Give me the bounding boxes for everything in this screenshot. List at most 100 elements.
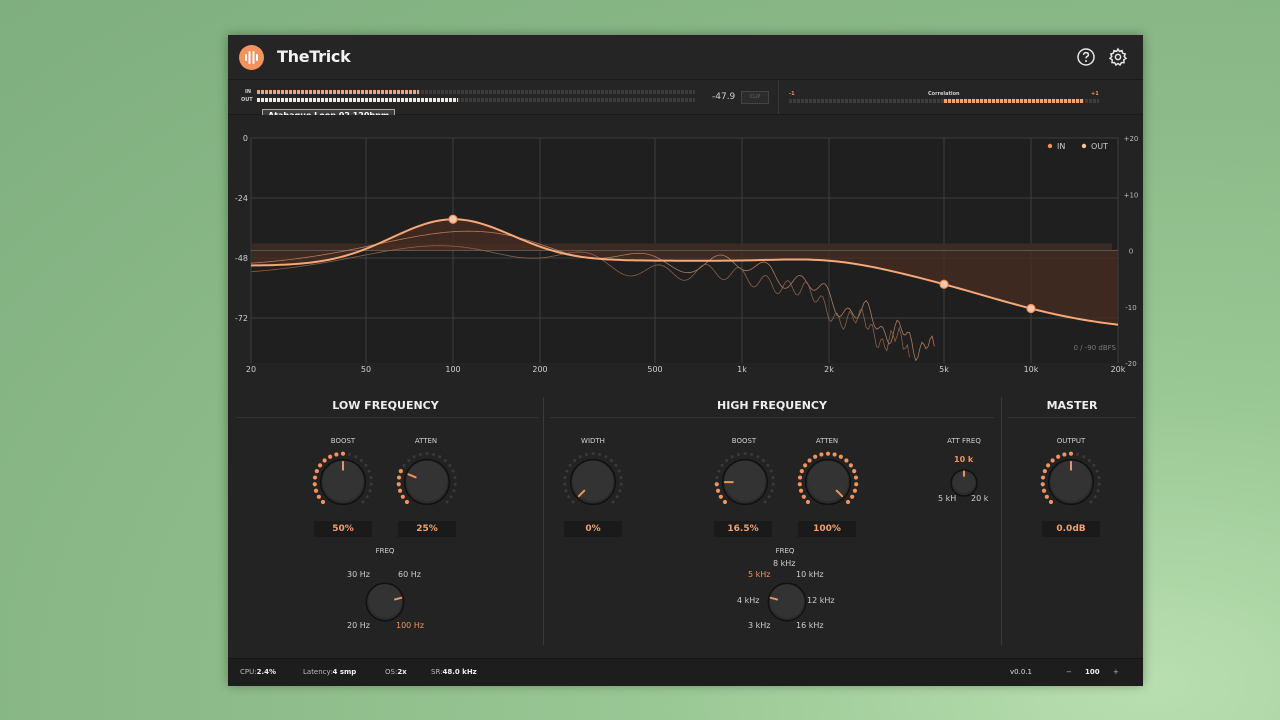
settings-button[interactable] <box>1108 47 1128 67</box>
high-freq-option-3k[interactable]: 3 kHz <box>748 621 771 630</box>
high-freq-option-4k[interactable]: 4 kHz <box>737 596 760 605</box>
knob-tick-off <box>412 455 416 459</box>
sr-label: SR: <box>431 668 443 676</box>
knob-tick-off <box>619 482 623 486</box>
knob-tick-off <box>761 458 765 462</box>
knob-tick-off <box>565 469 569 473</box>
knob-tick-on <box>797 482 802 487</box>
knob-tick-off <box>573 458 577 462</box>
knob-face <box>724 460 766 502</box>
legend-in-dot <box>1047 143 1053 149</box>
low-freq-option-20[interactable]: 20 Hz <box>347 621 370 630</box>
knob-tick-on <box>805 499 811 505</box>
high-atten-label: ATTEN <box>815 437 839 445</box>
in-meter-label: IN <box>245 89 252 95</box>
low-freq-selector-knob[interactable] <box>359 576 411 632</box>
high-width-value[interactable]: 0% <box>564 521 622 537</box>
out-meter-track <box>257 98 695 102</box>
knob-tick-on <box>1048 499 1054 505</box>
knob-tick-on <box>1068 451 1074 456</box>
legend-out-label: OUT <box>1091 142 1108 151</box>
knob-graphic <box>797 451 859 506</box>
knob-tick-on <box>848 463 854 468</box>
knob-tick-off <box>611 500 615 504</box>
knob-tick-off <box>453 482 457 486</box>
knob-graphic <box>1040 451 1101 506</box>
gain-tick-label: -10 <box>1125 304 1136 312</box>
knob-tick-on <box>852 488 858 493</box>
gain-tick-label: +10 <box>1124 191 1139 199</box>
high-width-knob[interactable] <box>562 451 624 517</box>
low-boost-knob[interactable] <box>312 451 374 517</box>
latency-label: Latency: <box>303 668 333 676</box>
knob-graphic <box>950 469 978 497</box>
high-atten-knob[interactable] <box>797 451 859 517</box>
eq-graph-canvas[interactable]: 20 50 100 200 500 1k 2k 5k 10k 20k 0 -24 -48 -72 +20 +1… <box>228 115 1143 385</box>
high-freq-option-16k[interactable]: 16 kHz <box>796 621 824 630</box>
high-freq-option-8k[interactable]: 8 kHz <box>773 559 796 568</box>
freq-tick-label: 50 <box>361 365 371 374</box>
freq-tick-label: 2k <box>824 365 834 374</box>
master-output-value[interactable]: 0.0dB <box>1042 521 1100 537</box>
knob-tick-off <box>604 455 608 459</box>
knob-face <box>770 584 804 618</box>
clip-indicator[interactable]: CLIP <box>741 91 769 104</box>
os-label: OS: <box>385 668 398 676</box>
high-attfreq-label: ATT FREQ <box>947 437 981 445</box>
low-freq-option-60[interactable]: 60 Hz <box>398 570 421 579</box>
latency-value: 4 smp <box>332 668 357 676</box>
low-atten-value[interactable]: 25% <box>398 521 456 537</box>
sr-value: 48.0 kHz <box>442 668 477 676</box>
high-freq-option-5k[interactable]: 5 kHz <box>748 570 771 579</box>
knob-graphic <box>312 451 373 506</box>
knob-tick-on <box>398 469 403 474</box>
high-atten-value[interactable]: 100% <box>798 521 856 537</box>
knob-tick-off <box>568 463 572 467</box>
correlation-max-label: +1 <box>1091 91 1099 97</box>
cpu-value: 2.4% <box>256 668 277 676</box>
knob-face <box>1050 460 1092 502</box>
header-bar: TheTrick <box>228 35 1143 79</box>
db-tick-label: -48 <box>235 254 248 263</box>
knob-tick-on <box>312 482 317 487</box>
knob-tick-off <box>1095 469 1099 473</box>
legend-in-label: IN <box>1057 142 1065 151</box>
knob-tick-off <box>614 463 618 467</box>
knob-tick-off <box>750 452 754 456</box>
knob-tick-off <box>770 489 774 493</box>
latency-readout: Latency:4 smp <box>303 668 356 676</box>
high-freq-selector-knob[interactable] <box>761 576 813 632</box>
master-output-knob[interactable] <box>1040 451 1102 517</box>
correlation-label: Correlation <box>928 91 960 97</box>
low-atten-knob[interactable] <box>396 451 458 517</box>
knob-tick-off <box>1087 458 1091 462</box>
low-freq-option-30[interactable]: 30 Hz <box>347 570 370 579</box>
knob-tick-on <box>845 499 851 505</box>
high-attfreq-value: 10 k <box>954 455 974 464</box>
knob-graphic <box>396 452 457 506</box>
knob-tick-on <box>798 488 804 493</box>
knob-tick-off <box>578 455 582 459</box>
zoom-in-button[interactable]: + <box>1113 668 1119 676</box>
high-attfreq-knob[interactable] <box>946 465 982 505</box>
freq-tick-label: 200 <box>532 365 547 374</box>
knob-tick-on <box>718 494 723 499</box>
knob-tick-on <box>397 488 403 493</box>
freq-tick-label: 500 <box>647 365 662 374</box>
knob-tick-on <box>312 475 318 480</box>
knob-tick-off <box>767 495 771 499</box>
eq-graph[interactable]: 20 50 100 200 500 1k 2k 5k 10k 20k 0 -24 -48 -72 +20 +1… <box>228 115 1143 385</box>
high-freq-option-12k[interactable]: 12 kHz <box>807 596 835 605</box>
zoom-out-button[interactable]: − <box>1066 668 1072 676</box>
high-boost-value[interactable]: 16.5% <box>714 521 772 537</box>
samplerate-readout: SR:48.0 kHz <box>431 668 477 676</box>
knob-tick-off <box>766 463 770 467</box>
low-boost-value[interactable]: 50% <box>314 521 372 537</box>
knob-pointer <box>835 489 844 498</box>
low-freq-option-100[interactable]: 100 Hz <box>396 621 425 630</box>
high-freq-option-10k[interactable]: 10 kHz <box>796 570 824 579</box>
help-button[interactable] <box>1076 47 1096 67</box>
high-boost-knob[interactable] <box>714 451 776 517</box>
freq-tick-label: 20k <box>1111 365 1126 374</box>
knob-face <box>406 460 448 502</box>
